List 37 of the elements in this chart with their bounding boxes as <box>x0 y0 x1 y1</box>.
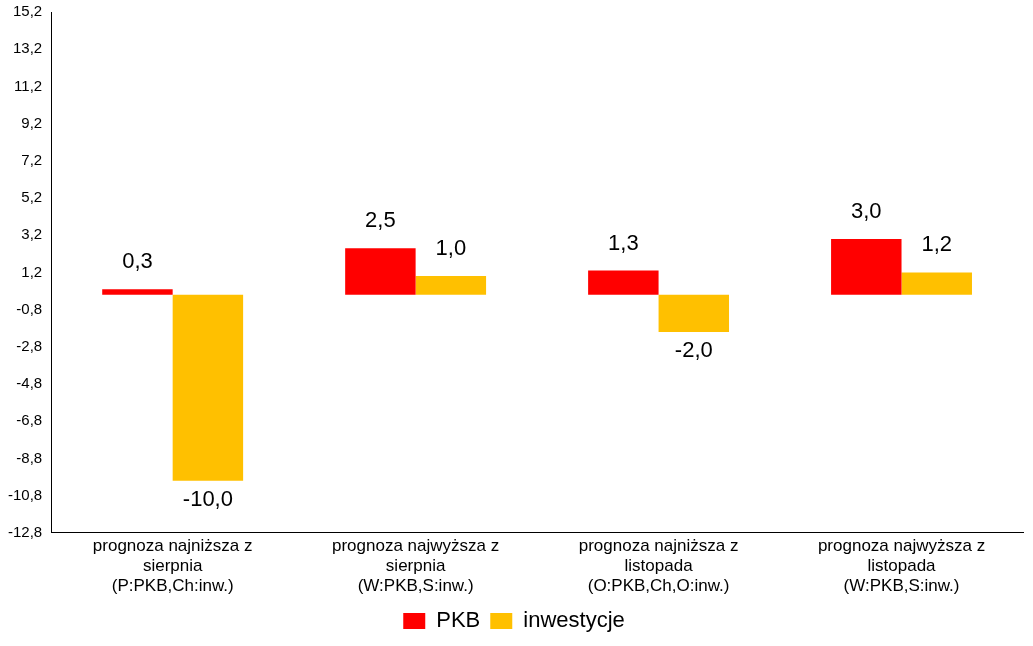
bar <box>658 294 730 332</box>
data-label: 1,2 <box>921 231 953 257</box>
y-tick-label: -6,8 <box>16 411 43 429</box>
legend-label: inwestycje <box>523 607 625 633</box>
y-tick-label: 3,2 <box>21 225 43 243</box>
y-tick-label: 5,2 <box>21 188 43 206</box>
x-tick-label: prognoza najniższa z sierpnia (P:PKB,Ch:inw.) <box>92 535 253 596</box>
data-label: 1,0 <box>435 235 467 261</box>
y-tick-label: 11,2 <box>14 76 43 94</box>
y-tick-label: 1,2 <box>21 262 43 280</box>
x-tick-label: prognoza najniższa z listopada (O:PKB,Ch,O:inw.) <box>578 535 739 596</box>
y-tick-label: -2,8 <box>16 336 43 354</box>
legend-label: PKB <box>436 607 481 633</box>
y-tick-label: -0,8 <box>16 299 43 317</box>
data-label: 0,3 <box>122 248 153 274</box>
y-tick-label: -10,8 <box>7 485 43 503</box>
data-label: -2,0 <box>674 336 713 362</box>
bar <box>345 248 416 295</box>
y-tick-label: 13,2 <box>12 39 43 57</box>
y-tick-label: -4,8 <box>16 374 43 392</box>
x-tick-label: prognoza najwyższa z listopada (W:PKB,S:inw.) <box>817 535 986 596</box>
y-tick-label: 15,2 <box>12 2 43 20</box>
data-label: -10,0 <box>182 485 233 511</box>
data-label: 3,0 <box>851 197 882 223</box>
bar <box>415 276 487 295</box>
data-label: 1,3 <box>608 229 639 255</box>
bar <box>901 272 972 295</box>
bar <box>172 294 244 481</box>
y-tick-label: 9,2 <box>21 113 43 131</box>
y-tick-label: 7,2 <box>21 150 43 168</box>
bar <box>588 270 659 295</box>
data-label: 2,5 <box>365 207 396 233</box>
y-tick-label: -8,8 <box>16 448 43 466</box>
y-tick-label: -12,8 <box>7 522 43 540</box>
bar <box>102 289 173 295</box>
x-tick-label: prognoza najwyższa z sierpnia (W:PKB,S:inw.) <box>331 535 500 596</box>
bar <box>831 238 902 295</box>
